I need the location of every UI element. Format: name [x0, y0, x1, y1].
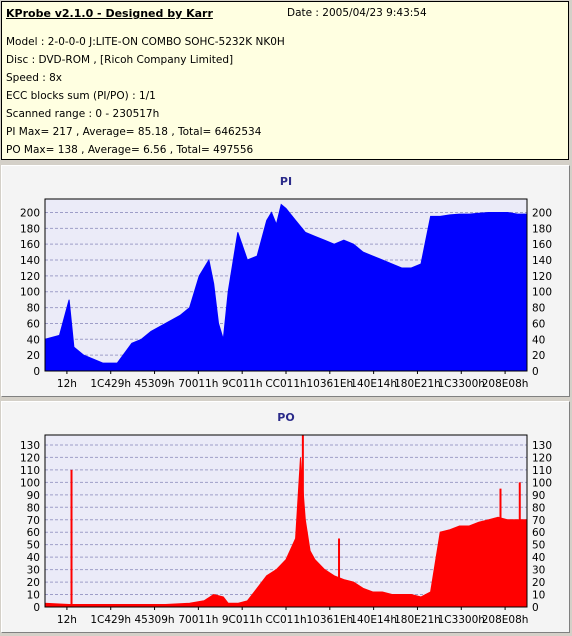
po-x-tick-label: 70011h: [178, 614, 218, 626]
pi-x-tick-label: 9C011h: [222, 378, 263, 390]
scan-speed: Speed : 8x: [6, 72, 63, 84]
pi-y-tick-left: 160: [20, 239, 40, 251]
po-x-tick-label: 1C429h: [90, 614, 131, 626]
po-y-tick-left: 10: [27, 590, 40, 602]
pi-y-tick-left: 100: [20, 287, 40, 299]
po-x-tick-label: CC011h: [265, 614, 306, 626]
po-y-tick-right: 60: [532, 527, 545, 539]
po-x-tick-label: 12h: [57, 614, 77, 626]
pi-x-tick-label: 10361Eh: [306, 378, 353, 390]
pi-y-tick-left: 40: [27, 334, 40, 346]
po-y-tick-left: 100: [20, 477, 40, 489]
pi-chart-title: PI: [280, 175, 292, 188]
po-x-tick-label: 45309h: [135, 614, 175, 626]
po-y-tick-left: 110: [20, 465, 40, 477]
po-y-tick-right: 20: [532, 577, 545, 589]
pi-y-tick-right: 200: [532, 207, 552, 219]
disc-type: Disc : DVD-ROM , [Ricoh Company Limited]: [6, 54, 234, 66]
po-y-tick-left: 60: [27, 527, 40, 539]
pi-y-tick-left: 20: [27, 350, 40, 362]
po-y-tick-right: 110: [532, 465, 552, 477]
drive-model: Model : 2-0-0-0 J:LITE-ON COMBO SOHC-523…: [6, 36, 285, 48]
scan-date: Date : 2005/04/23 9:43:54: [287, 7, 427, 19]
po-x-tick-label: 10361Eh: [306, 614, 353, 626]
po-x-tick-label: 140E14h: [350, 614, 397, 626]
pi-y-tick-right: 100: [532, 287, 552, 299]
po-x-tick-label: 208E08h: [482, 614, 529, 626]
pi-series-area: [44, 203, 528, 372]
pi-x-tick-label: 140E14h: [350, 378, 397, 390]
pi-x-tick-label: 12h: [57, 378, 77, 390]
po-y-tick-right: 70: [532, 515, 545, 527]
pi-x-tick-label: 180E21h: [394, 378, 441, 390]
po-y-tick-right: 100: [532, 477, 552, 489]
scanned-range: Scanned range : 0 - 230517h: [6, 108, 160, 120]
pi-x-tick-label: 70011h: [178, 378, 218, 390]
po-y-tick-right: 50: [532, 540, 545, 552]
po-x-tick-label: 180E21h: [394, 614, 441, 626]
pi-y-tick-left: 180: [20, 223, 40, 235]
pi-chart: PI 0 0 20 20 40 40 60 60 80 80 100 100 120 120 140 140 16…: [20, 175, 552, 390]
pi-y-tick-right: 40: [532, 334, 545, 346]
pi-y-tick-right: 140: [532, 255, 552, 267]
pi-y-tick-left: 140: [20, 255, 40, 267]
po-y-tick-right: 30: [532, 565, 545, 577]
ecc-blocks: ECC blocks sum (PI/PO) : 1/1: [6, 90, 156, 102]
po-series-area: [44, 457, 528, 608]
pi-y-tick-left: 200: [20, 207, 40, 219]
app-title: KProbe v2.1.0 - Designed by Karr: [6, 7, 213, 20]
po-y-tick-left: 90: [27, 490, 40, 502]
pi-y-tick-right: 60: [532, 318, 545, 330]
po-chart-title: PO: [277, 411, 294, 424]
pi-y-tick-right: 180: [532, 223, 552, 235]
po-y-tick-right: 40: [532, 552, 545, 564]
pi-y-tick-left: 60: [27, 318, 40, 330]
po-y-tick-left: 70: [27, 515, 40, 527]
po-x-tick-label: 9C011h: [222, 614, 263, 626]
po-y-tick-left: 80: [27, 502, 40, 514]
pi-x-tick-label: 45309h: [135, 378, 175, 390]
po-y-tick-left: 40: [27, 552, 40, 564]
po-summary: PO Max= 138 , Average= 6.56 , Total= 497…: [6, 144, 254, 156]
po-chart-panel: PO 0 0 10 10 20 20 30 30 40 40 50 50 60 60 70 70 80 80 90 90…: [1, 401, 570, 633]
pi-x-tick-label: 1C3300h: [438, 378, 485, 390]
po-y-tick-left: 0: [33, 602, 40, 614]
po-y-tick-right: 90: [532, 490, 545, 502]
po-y-tick-right: 80: [532, 502, 545, 514]
pi-x-tick-label: 1C429h: [90, 378, 131, 390]
pi-summary: PI Max= 217 , Average= 85.18 , Total= 64…: [6, 126, 262, 138]
po-y-tick-right: 130: [532, 440, 552, 452]
po-y-tick-right: 120: [532, 452, 552, 464]
po-x-tick-label: 1C3300h: [438, 614, 485, 626]
pi-x-tick-label: CC011h: [265, 378, 306, 390]
pi-y-tick-right: 80: [532, 303, 545, 315]
pi-y-tick-left: 80: [27, 303, 40, 315]
info-panel: KProbe v2.1.0 - Designed by Karr Date : …: [1, 1, 569, 160]
po-y-tick-left: 20: [27, 577, 40, 589]
pi-x-tick-label: 208E08h: [482, 378, 529, 390]
pi-y-tick-left: 0: [33, 366, 40, 378]
po-y-tick-left: 130: [20, 440, 40, 452]
pi-chart-panel: PI 0 0 20 20 40 40 60 60 80 80 100 100 120 120 140 140 16…: [1, 165, 570, 397]
pi-y-tick-right: 0: [532, 366, 539, 378]
pi-y-tick-right: 20: [532, 350, 545, 362]
po-y-tick-left: 120: [20, 452, 40, 464]
pi-y-tick-left: 120: [20, 271, 40, 283]
pi-y-tick-right: 160: [532, 239, 552, 251]
po-y-tick-right: 0: [532, 602, 539, 614]
pi-y-tick-right: 120: [532, 271, 552, 283]
po-y-tick-left: 50: [27, 540, 40, 552]
po-y-tick-left: 30: [27, 565, 40, 577]
po-y-tick-right: 10: [532, 590, 545, 602]
